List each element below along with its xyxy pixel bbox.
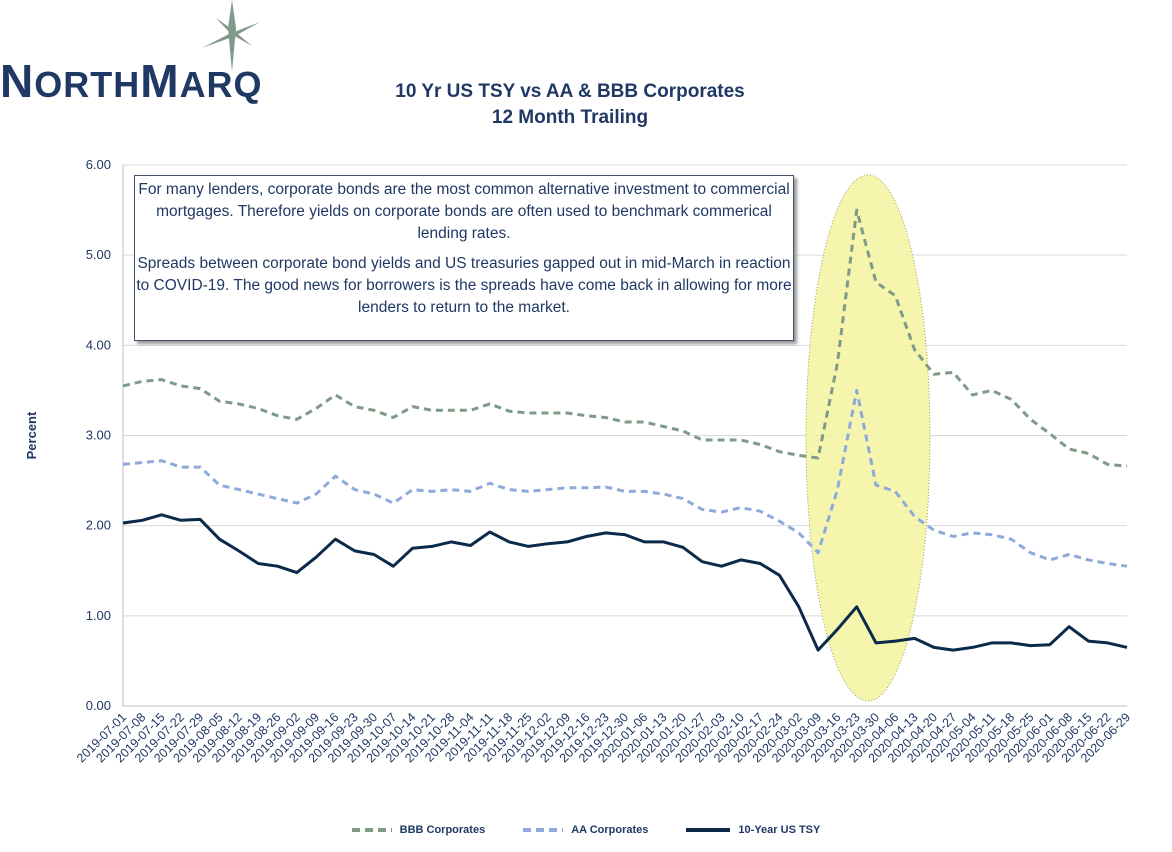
covid-highlight-ellipse <box>805 174 931 702</box>
compass-star-icon <box>202 0 260 72</box>
legend-label: BBB Corporates <box>399 824 486 836</box>
y-tick-label: 0.00 <box>86 698 111 713</box>
annotation-paragraph-2: Spreads between corporate bond yields an… <box>136 255 792 316</box>
y-tick-label: 3.00 <box>86 428 111 443</box>
y-tick-label: 5.00 <box>86 247 111 262</box>
series-line-aa-corporates <box>122 388 1128 568</box>
chart-legend: BBB Corporates AA Corporates 10-Year US … <box>0 824 1172 836</box>
y-axis-title: Percent <box>24 411 39 459</box>
y-tick-label: 4.00 <box>86 337 111 352</box>
y-tick-label: 2.00 <box>86 518 111 533</box>
legend-item-bbb: BBB Corporates <box>351 824 486 836</box>
annotation-box: For many lenders, corporate bonds are th… <box>134 175 794 341</box>
legend-swatch-bbb <box>351 828 392 832</box>
y-tick-label: 6.00 <box>86 157 111 172</box>
series-line-10-year-us-tsy <box>122 513 1128 652</box>
legend-label: AA Corporates <box>571 824 649 836</box>
chart-title: 10 Yr US TSY vs AA & BBB Corporates <box>395 81 745 102</box>
legend-item-tsy: 10-Year US TSY <box>686 824 820 836</box>
annotation-paragraph-1: For many lenders, corporate bonds are th… <box>138 181 790 242</box>
svg-text:NORTHMARQ: NORTHMARQ <box>0 55 263 107</box>
legend-item-aa: AA Corporates <box>523 824 648 836</box>
chart-subtitle: 12 Month Trailing <box>491 107 649 128</box>
y-tick-label: 1.00 <box>86 608 111 623</box>
northmarq-logo: NORTHMARQ <box>0 0 263 107</box>
legend-swatch-aa <box>523 828 564 832</box>
legend-label: 10-Year US TSY <box>738 824 821 836</box>
legend-swatch-tsy <box>686 828 731 832</box>
